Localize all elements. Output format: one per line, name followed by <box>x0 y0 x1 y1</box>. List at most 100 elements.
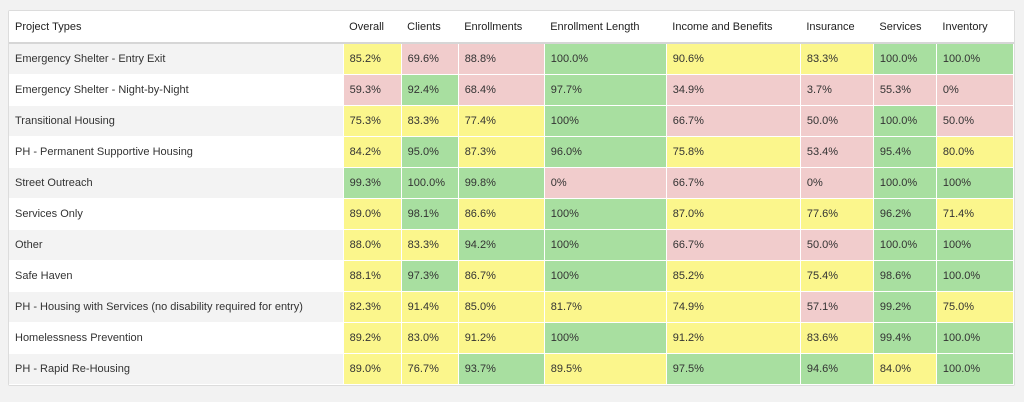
services-cell: 99.2% <box>873 291 937 323</box>
insurance-cell: 57.1% <box>800 291 874 323</box>
table-row[interactable]: PH - Rapid Re-Housing 89.0% 76.7% 93.7% 89.5… <box>9 353 1015 385</box>
enrollments-cell: 86.6% <box>458 198 545 230</box>
clients-cell: 92.4% <box>401 74 459 106</box>
income-and-benefits-cell: 66.7% <box>666 229 801 261</box>
inventory-cell: 100.0% <box>936 43 1015 75</box>
clients-cell: 83.3% <box>401 229 459 261</box>
clients-cell: 83.3% <box>401 105 459 137</box>
income-and-benefits-cell: 97.5% <box>666 353 801 385</box>
inventory-cell: 100.0% <box>936 353 1015 385</box>
enrollments-cell: 94.2% <box>458 229 545 261</box>
enrollment-length-cell: 100% <box>544 105 667 137</box>
overall-cell: 75.3% <box>343 105 402 137</box>
income-and-benefits-cell: 85.2% <box>666 260 801 292</box>
table-row[interactable]: PH - Permanent Supportive Housing 84.2% 95… <box>9 136 1015 168</box>
project-type-cell: Emergency Shelter - Night-by-Night <box>9 74 344 106</box>
project-type-cell: PH - Rapid Re-Housing <box>9 353 344 385</box>
column-header-services[interactable]: Services <box>873 11 937 44</box>
income-and-benefits-cell: 75.8% <box>666 136 801 168</box>
clients-cell: 98.1% <box>401 198 459 230</box>
column-header-inventory[interactable]: Inventory <box>936 11 1014 44</box>
overall-cell: 59.3% <box>343 74 402 106</box>
column-header-enrollment-length[interactable]: Enrollment Length <box>544 11 667 44</box>
services-cell: 84.0% <box>873 353 937 385</box>
project-type-cell: Safe Haven <box>9 260 344 292</box>
inventory-cell: 50.0% <box>936 105 1015 137</box>
insurance-cell: 75.4% <box>800 260 874 292</box>
insurance-cell: 50.0% <box>800 229 874 261</box>
insurance-cell: 83.3% <box>800 43 874 75</box>
enrollment-length-cell: 0% <box>544 167 667 199</box>
clients-cell: 83.0% <box>401 322 459 354</box>
enrollments-cell: 85.0% <box>458 291 545 323</box>
table-row[interactable]: Street Outreach 99.3% 100.0% 99.8% 0% 66.7% 0%… <box>9 167 1015 199</box>
clients-cell: 91.4% <box>401 291 459 323</box>
inventory-cell: 71.4% <box>936 198 1015 230</box>
enrollments-cell: 88.8% <box>458 43 545 75</box>
table-row[interactable]: Emergency Shelter - Entry Exit 85.2% 69.6%… <box>9 43 1015 75</box>
enrollment-length-cell: 100% <box>544 322 667 354</box>
services-cell: 96.2% <box>873 198 937 230</box>
column-header-overall[interactable]: Overall <box>343 11 402 44</box>
enrollments-cell: 77.4% <box>458 105 545 137</box>
services-cell: 55.3% <box>873 74 937 106</box>
services-cell: 100.0% <box>873 105 937 137</box>
inventory-cell: 100% <box>936 167 1015 199</box>
enrollments-cell: 99.8% <box>458 167 545 199</box>
overall-cell: 89.2% <box>343 322 402 354</box>
overall-cell: 88.0% <box>343 229 402 261</box>
insurance-cell: 3.7% <box>800 74 874 106</box>
income-and-benefits-cell: 66.7% <box>666 105 801 137</box>
column-header-clients[interactable]: Clients <box>401 11 459 44</box>
enrollments-cell: 87.3% <box>458 136 545 168</box>
services-cell: 99.4% <box>873 322 937 354</box>
project-type-cell: Other <box>9 229 344 261</box>
overall-cell: 88.1% <box>343 260 402 292</box>
income-and-benefits-cell: 74.9% <box>666 291 801 323</box>
overall-cell: 89.0% <box>343 353 402 385</box>
column-header-income-and-benefits[interactable]: Income and Benefits <box>666 11 801 44</box>
table-row[interactable]: Services Only 89.0% 98.1% 86.6% 100% 87.0% 77.… <box>9 198 1015 230</box>
overall-cell: 84.2% <box>343 136 402 168</box>
column-header-project-types[interactable]: Project Types <box>9 11 344 44</box>
inventory-cell: 80.0% <box>936 136 1015 168</box>
insurance-cell: 83.6% <box>800 322 874 354</box>
inventory-cell: 100% <box>936 229 1015 261</box>
overall-cell: 99.3% <box>343 167 402 199</box>
enrollment-length-cell: 81.7% <box>544 291 667 323</box>
table-row[interactable]: Transitional Housing 75.3% 83.3% 77.4% 100% 6… <box>9 105 1015 137</box>
clients-cell: 69.6% <box>401 43 459 75</box>
column-header-insurance[interactable]: Insurance <box>800 11 874 44</box>
project-type-cell: PH - Permanent Supportive Housing <box>9 136 344 168</box>
table-row[interactable]: PH - Housing with Services (no disabilit… <box>9 291 1015 323</box>
table-row[interactable]: Other 88.0% 83.3% 94.2% 100% 66.7% 50.0% 100.0%… <box>9 229 1015 261</box>
table-row[interactable]: Emergency Shelter - Night-by-Night 59.3% 9… <box>9 74 1015 106</box>
inventory-cell: 0% <box>936 74 1015 106</box>
table-header-row: Project Types Overall Clients Enrollment… <box>9 11 1014 44</box>
enrollments-cell: 86.7% <box>458 260 545 292</box>
enrollment-length-cell: 96.0% <box>544 136 667 168</box>
insurance-cell: 53.4% <box>800 136 874 168</box>
table-row[interactable]: Safe Haven 88.1% 97.3% 86.7% 100% 85.2% 75.4% 9… <box>9 260 1015 292</box>
enrollment-length-cell: 100.0% <box>544 43 667 75</box>
clients-cell: 97.3% <box>401 260 459 292</box>
enrollments-cell: 91.2% <box>458 322 545 354</box>
project-type-cell: PH - Housing with Services (no disabilit… <box>9 291 344 323</box>
project-type-cell: Services Only <box>9 198 344 230</box>
enrollment-length-cell: 89.5% <box>544 353 667 385</box>
services-cell: 100.0% <box>873 167 937 199</box>
inventory-cell: 75.0% <box>936 291 1015 323</box>
inventory-cell: 100.0% <box>936 260 1015 292</box>
overall-cell: 89.0% <box>343 198 402 230</box>
income-and-benefits-cell: 66.7% <box>666 167 801 199</box>
project-type-cell: Street Outreach <box>9 167 344 199</box>
project-types-table: Project Types Overall Clients Enrollment… <box>9 11 1015 385</box>
enrollments-cell: 68.4% <box>458 74 545 106</box>
income-and-benefits-cell: 90.6% <box>666 43 801 75</box>
table-row[interactable]: Homelessness Prevention 89.2% 83.0% 91.2% 10… <box>9 322 1015 354</box>
services-cell: 100.0% <box>873 229 937 261</box>
column-header-enrollments[interactable]: Enrollments <box>458 11 545 44</box>
enrollment-length-cell: 97.7% <box>544 74 667 106</box>
project-type-cell: Homelessness Prevention <box>9 322 344 354</box>
insurance-cell: 0% <box>800 167 874 199</box>
